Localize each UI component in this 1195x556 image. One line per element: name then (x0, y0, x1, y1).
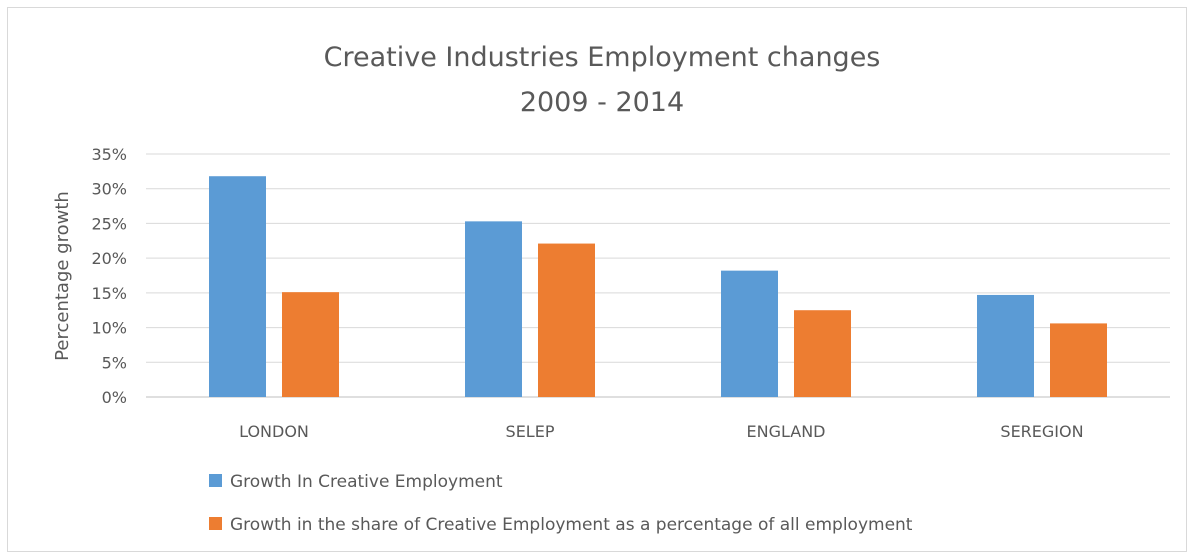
chart-title: Creative Industries Employment changes (324, 42, 881, 73)
legend-swatch (209, 517, 222, 530)
legend-label: Growth in the share of Creative Employme… (230, 515, 913, 535)
y-tick-label: 5% (102, 353, 127, 372)
bar-selep-series-2 (538, 243, 595, 397)
legend-swatch (209, 474, 222, 487)
x-tick-label: SEREGION (1000, 422, 1083, 441)
bar-england-series-2 (794, 310, 851, 397)
y-tick-label: 35% (91, 145, 127, 164)
y-tick-label: 25% (91, 214, 127, 233)
bar-seregion-series-2 (1050, 323, 1107, 397)
x-axis-ticks: LONDON SELEP ENGLAND SEREGION (239, 422, 1083, 441)
x-tick-label: ENGLAND (747, 422, 826, 441)
y-tick-label: 0% (102, 388, 127, 407)
y-axis-title: Percentage growth (52, 191, 73, 361)
legend-label: Growth In Creative Employment (230, 472, 503, 492)
y-tick-label: 20% (91, 249, 127, 268)
chart-frame (7, 7, 1187, 552)
y-tick-label: 10% (91, 319, 127, 338)
bar-london-series-1 (209, 176, 266, 397)
bar-england-series-1 (721, 270, 778, 397)
bar-selep-series-1 (465, 221, 522, 397)
bar-london-series-2 (282, 292, 339, 397)
y-tick-label: 30% (91, 180, 127, 199)
legend: Growth In Creative Employment Growth in t… (209, 472, 913, 535)
bar-seregion-series-1 (977, 294, 1034, 397)
y-tick-label: 15% (91, 284, 127, 303)
chart-subtitle: 2009 - 2014 (520, 87, 684, 118)
y-axis-ticks: 0% 5% 10% 15% 20% 25% 30% 35% (91, 145, 127, 407)
x-tick-label: SELEP (506, 422, 555, 441)
x-tick-label: LONDON (239, 422, 309, 441)
bars (209, 176, 1107, 397)
